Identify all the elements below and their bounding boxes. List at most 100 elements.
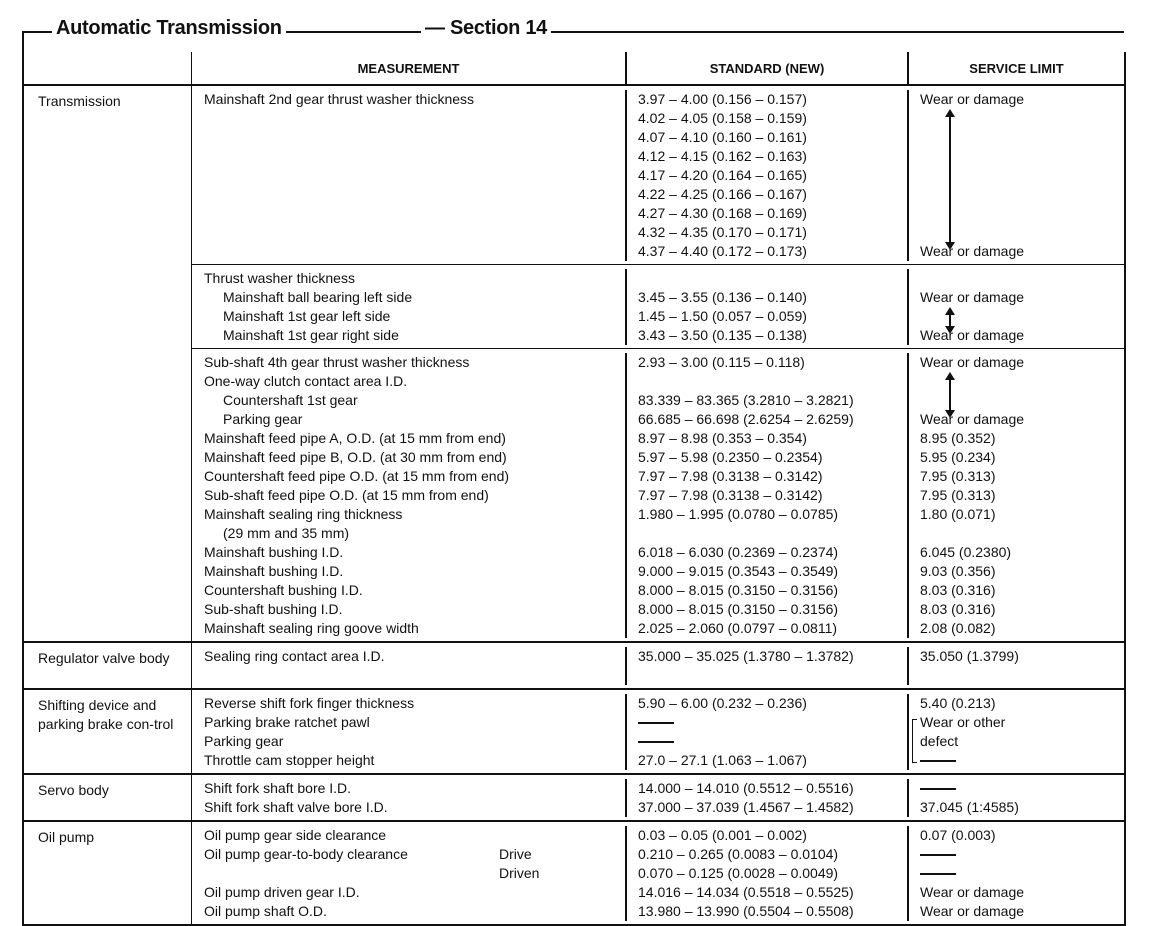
- standard-value: 8.000 – 8.015 (0.3150 – 0.3156): [638, 582, 839, 598]
- measurement-cell: Sealing ring contact area I.D.: [192, 647, 627, 685]
- measurement-text: Mainshaft bushing I.D.: [204, 544, 344, 560]
- service-limit-value: Wear or damage: [920, 91, 1025, 107]
- service-limit-value: Wear or damage: [920, 884, 1025, 900]
- service-limit-value: 7.95 (0.313): [920, 468, 996, 484]
- dash-mark: [638, 722, 674, 725]
- service-limit-value: 1.80 (0.071): [920, 506, 996, 522]
- measurement-text: [204, 185, 625, 204]
- double-arrow-icon: [945, 109, 955, 250]
- header-measurement: MEASUREMENT: [192, 52, 627, 84]
- standard-value: 8.97 – 8.98 (0.353 – 0.354): [638, 430, 807, 446]
- dash-mark: [638, 741, 674, 744]
- service-limit-value: Wear or damage: [920, 354, 1025, 370]
- service-limit-value: 7.95 (0.313): [920, 487, 996, 503]
- standard-value: 14.016 – 14.034 (0.5518 – 0.5525): [638, 884, 854, 900]
- standard-value: [638, 666, 907, 685]
- section-groups: Shift fork shaft bore I.D. Shift fork sha…: [192, 775, 1124, 820]
- service-limit-value: Wear or other: [920, 714, 1006, 730]
- limit-cell: Wear or damage Wear or damage 8.95 (0.352)…: [909, 353, 1124, 638]
- measurement-text: Mainshaft sealing ring thickness: [204, 506, 403, 522]
- table-section: Shifting device and parking brake con-tr…: [24, 690, 1124, 775]
- section-label: Regulator valve body: [24, 643, 192, 688]
- section-label: Shifting device and parking brake con-tr…: [24, 690, 192, 773]
- standard-cell: 3.97 – 4.00 (0.156 – 0.157) 4.02 – 4.05 (…: [627, 90, 909, 261]
- standard-value: 0.210 – 0.265 (0.0083 – 0.0104): [638, 846, 839, 862]
- standard-value: 9.000 – 9.015 (0.3543 – 0.3549): [638, 563, 839, 579]
- service-limit-value: 5.40 (0.213): [920, 695, 996, 711]
- dash-mark: [920, 873, 956, 876]
- dash-mark: [920, 760, 956, 763]
- standard-value: 4.22 – 4.25 (0.166 – 0.167): [638, 186, 807, 202]
- dash-mark: [920, 854, 956, 857]
- measurement-text: Oil pump driven gear I.D.: [204, 884, 360, 900]
- section-label: — Section 14: [421, 17, 551, 40]
- service-limit-value: [920, 864, 1124, 883]
- measurement-text: Driven: [204, 864, 625, 883]
- standard-value: 4.27 – 4.30 (0.168 – 0.169): [638, 205, 807, 221]
- row-group: Sub-shaft 4th gear thrust washer thickne…: [192, 348, 1124, 641]
- measurement-text: Oil pump shaft O.D.: [204, 903, 327, 919]
- measurement-text: One-way clutch contact area I.D.: [204, 373, 408, 389]
- measurement-text: Sealing ring contact area I.D.: [204, 648, 385, 664]
- standard-cell: 14.000 – 14.010 (0.5512 – 0.5516) 37.000 …: [627, 779, 909, 817]
- row-group: Shift fork shaft bore I.D. Shift fork sha…: [192, 775, 1124, 820]
- service-limit-value: 0.07 (0.003): [920, 827, 996, 843]
- standard-value: 6.018 – 6.030 (0.2369 – 0.2374): [638, 544, 839, 560]
- table-section: Regulator valve body Sealing ring contact…: [24, 643, 1124, 690]
- standard-cell: 0.03 – 0.05 (0.001 – 0.002) 0.210 – 0.265…: [627, 826, 909, 921]
- measurement-text: Mainshaft sealing ring goove width: [204, 620, 419, 636]
- row-group: Oil pump gear side clearance Oil pump gea…: [192, 822, 1124, 924]
- measurement-text: [204, 109, 625, 128]
- measurement-text: Reverse shift fork finger thickness: [204, 695, 415, 711]
- standard-value: 4.32 – 4.35 (0.170 – 0.171): [638, 224, 807, 240]
- standard-cell: 5.90 – 6.00 (0.232 – 0.236) 27.0 – 27.1 (…: [627, 694, 909, 770]
- measurement-text: Countershaft feed pipe O.D. (at 15 mm fr…: [204, 468, 510, 484]
- service-limit-value: 8.03 (0.316): [920, 601, 996, 617]
- row-group: Thrust washer thickness Mainshaft ball be…: [192, 264, 1124, 348]
- measurement-text: Throttle cam stopper height: [204, 752, 375, 768]
- standard-cell: 3.45 – 3.55 (0.136 – 0.140) 1.45 – 1.50 (…: [627, 269, 909, 345]
- standard-value: 83.339 – 83.365 (3.2810 – 3.2821): [638, 392, 854, 408]
- measurement-cell: Sub-shaft 4th gear thrust washer thickne…: [192, 353, 627, 638]
- table-section: Oil pump Oil pump gear side clearance Oil …: [24, 822, 1124, 924]
- standard-value: 8.000 – 8.015 (0.3150 – 0.3156): [638, 601, 839, 617]
- section-label: Oil pump: [24, 822, 192, 924]
- measurement-text: Mainshaft ball bearing left side: [223, 289, 413, 305]
- standard-value: 1.45 – 1.50 (0.057 – 0.059): [638, 308, 807, 324]
- table-header: MEASUREMENT STANDARD (NEW) SERVICE LIMIT: [24, 52, 1124, 86]
- standard-value: 4.02 – 4.05 (0.158 – 0.159): [638, 110, 807, 126]
- standard-value: 66.685 – 66.698 (2.6254 – 2.6259): [638, 411, 854, 427]
- measurement-text: Mainshaft feed pipe B, O.D. (at 30 mm fr…: [204, 449, 507, 465]
- service-limit-value: 5.95 (0.234): [920, 449, 996, 465]
- service-limit-value: 6.045 (0.2380): [920, 544, 1012, 560]
- measurement-text: Mainshaft bushing I.D.: [204, 563, 344, 579]
- standard-value: 27.0 – 27.1 (1.063 – 1.067): [638, 752, 807, 768]
- service-limit-value: 8.03 (0.316): [920, 582, 996, 598]
- standard-cell: 2.93 – 3.00 (0.115 – 0.118) 83.339 – 83.3…: [627, 353, 909, 638]
- measurement-text: Oil pump gear side clearance: [204, 827, 387, 843]
- service-limit-value: [920, 779, 1124, 798]
- limit-cell: Wear or damage Wear or damage: [909, 90, 1124, 261]
- measurement-text: [204, 128, 625, 147]
- measurement-text: Parking gear: [204, 733, 284, 749]
- measurement-text: [204, 223, 625, 242]
- service-limit-value: 37.045 (1:4585): [920, 799, 1019, 815]
- measurement-text: Parking gear: [223, 411, 303, 427]
- spec-table: MEASUREMENT STANDARD (NEW) SERVICE LIMIT…: [22, 52, 1126, 926]
- section-groups: Mainshaft 2nd gear thrust washer thickne…: [192, 86, 1124, 641]
- standard-value: 2.025 – 2.060 (0.0797 – 0.0811): [638, 620, 838, 636]
- measurement-text: Mainshaft 1st gear left side: [223, 308, 391, 324]
- limit-cell: 37.045 (1:4585): [909, 779, 1124, 817]
- measurement-cell: Reverse shift fork finger thickness Parki…: [192, 694, 627, 770]
- service-limit-value: [920, 751, 1124, 770]
- standard-cell: 35.000 – 35.025 (1.3780 – 1.3782): [627, 647, 909, 685]
- standard-value: 4.12 – 4.15 (0.162 – 0.163): [638, 148, 807, 164]
- measurement-text: [204, 242, 625, 261]
- limit-cell: 5.40 (0.213) Wear or other defect: [909, 694, 1124, 770]
- measurement-text: Thrust washer thickness: [204, 270, 355, 286]
- measurement-text: Shift fork shaft valve bore I.D.: [204, 799, 388, 815]
- measurement-text: [204, 204, 625, 223]
- standard-value: 4.37 – 4.40 (0.172 – 0.173): [638, 243, 807, 259]
- standard-value: 3.45 – 3.55 (0.136 – 0.140): [638, 289, 807, 305]
- measurement-cell: Shift fork shaft bore I.D. Shift fork sha…: [192, 779, 627, 817]
